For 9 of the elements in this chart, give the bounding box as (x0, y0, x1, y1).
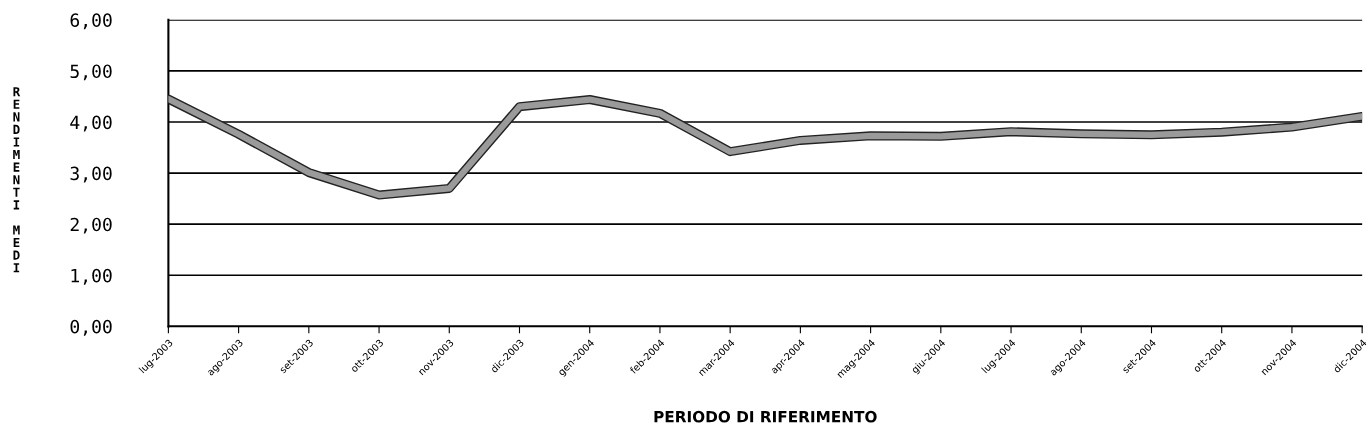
x-axis-title: PERIODO DI RIFERIMENTO (654, 410, 877, 423)
y-tick-label: 6,00 (70, 13, 112, 30)
y-tick-label: 5,00 (70, 64, 112, 81)
y-tick-label: 3,00 (70, 166, 112, 183)
y-tick-label: 1,00 (71, 268, 112, 285)
text: RENDIMENTI MEDI (13, 87, 21, 273)
y-tick-label: 0,00 (70, 319, 112, 336)
y-tick-label: 2,00 (70, 217, 112, 234)
y-tick-label: 4,00 (70, 115, 112, 132)
